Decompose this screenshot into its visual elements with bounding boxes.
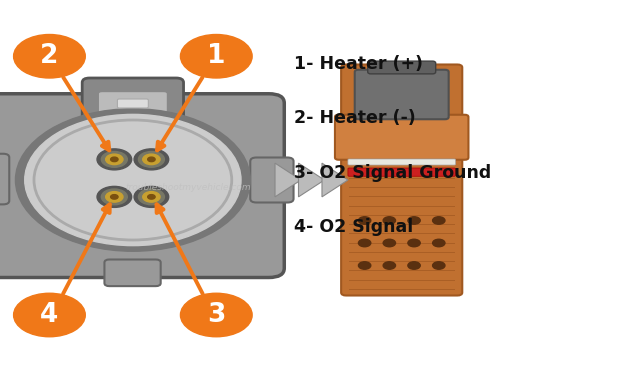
FancyBboxPatch shape: [348, 168, 455, 176]
Polygon shape: [322, 163, 348, 197]
FancyBboxPatch shape: [355, 70, 449, 119]
Text: 1: 1: [207, 43, 226, 69]
Circle shape: [433, 217, 445, 224]
Circle shape: [101, 189, 127, 205]
Circle shape: [408, 262, 420, 269]
FancyBboxPatch shape: [368, 61, 436, 74]
Circle shape: [97, 186, 132, 207]
FancyBboxPatch shape: [82, 78, 184, 123]
Circle shape: [148, 157, 155, 162]
Circle shape: [383, 239, 396, 247]
Circle shape: [14, 293, 85, 337]
Text: 4- O2 Signal: 4- O2 Signal: [294, 218, 413, 236]
Circle shape: [143, 192, 160, 202]
Circle shape: [383, 217, 396, 224]
Circle shape: [106, 154, 123, 165]
Circle shape: [143, 154, 160, 165]
Text: 1- Heater (+): 1- Heater (+): [294, 55, 423, 73]
FancyBboxPatch shape: [117, 99, 148, 108]
Polygon shape: [275, 163, 301, 197]
Circle shape: [15, 109, 250, 251]
Circle shape: [101, 152, 127, 167]
FancyBboxPatch shape: [341, 64, 462, 296]
Text: 2: 2: [40, 43, 59, 69]
FancyBboxPatch shape: [104, 260, 161, 286]
Text: 4: 4: [40, 302, 59, 328]
Circle shape: [106, 192, 123, 202]
Circle shape: [358, 262, 371, 269]
Circle shape: [134, 186, 169, 207]
Circle shape: [433, 262, 445, 269]
Circle shape: [138, 189, 164, 205]
Circle shape: [180, 293, 252, 337]
Circle shape: [25, 114, 241, 246]
Circle shape: [433, 239, 445, 247]
Circle shape: [111, 157, 118, 162]
Circle shape: [408, 239, 420, 247]
Circle shape: [134, 149, 169, 170]
FancyBboxPatch shape: [0, 154, 9, 204]
FancyBboxPatch shape: [348, 159, 455, 165]
Circle shape: [148, 195, 155, 199]
Circle shape: [111, 195, 118, 199]
Text: 2- Heater (-): 2- Heater (-): [294, 109, 415, 127]
Circle shape: [14, 34, 85, 78]
Circle shape: [97, 149, 132, 170]
Text: 3: 3: [207, 302, 226, 328]
Polygon shape: [298, 163, 324, 197]
Circle shape: [138, 152, 164, 167]
Circle shape: [180, 34, 252, 78]
Text: 3- O2 Signal Ground: 3- O2 Signal Ground: [294, 164, 491, 182]
FancyBboxPatch shape: [98, 92, 167, 115]
FancyBboxPatch shape: [0, 94, 284, 278]
Circle shape: [358, 239, 371, 247]
Circle shape: [383, 262, 396, 269]
Circle shape: [358, 217, 371, 224]
FancyBboxPatch shape: [335, 115, 468, 160]
Circle shape: [408, 217, 420, 224]
Text: troubleshootmyvehicle.com: troubleshootmyvehicle.com: [125, 183, 252, 192]
FancyBboxPatch shape: [250, 158, 294, 203]
